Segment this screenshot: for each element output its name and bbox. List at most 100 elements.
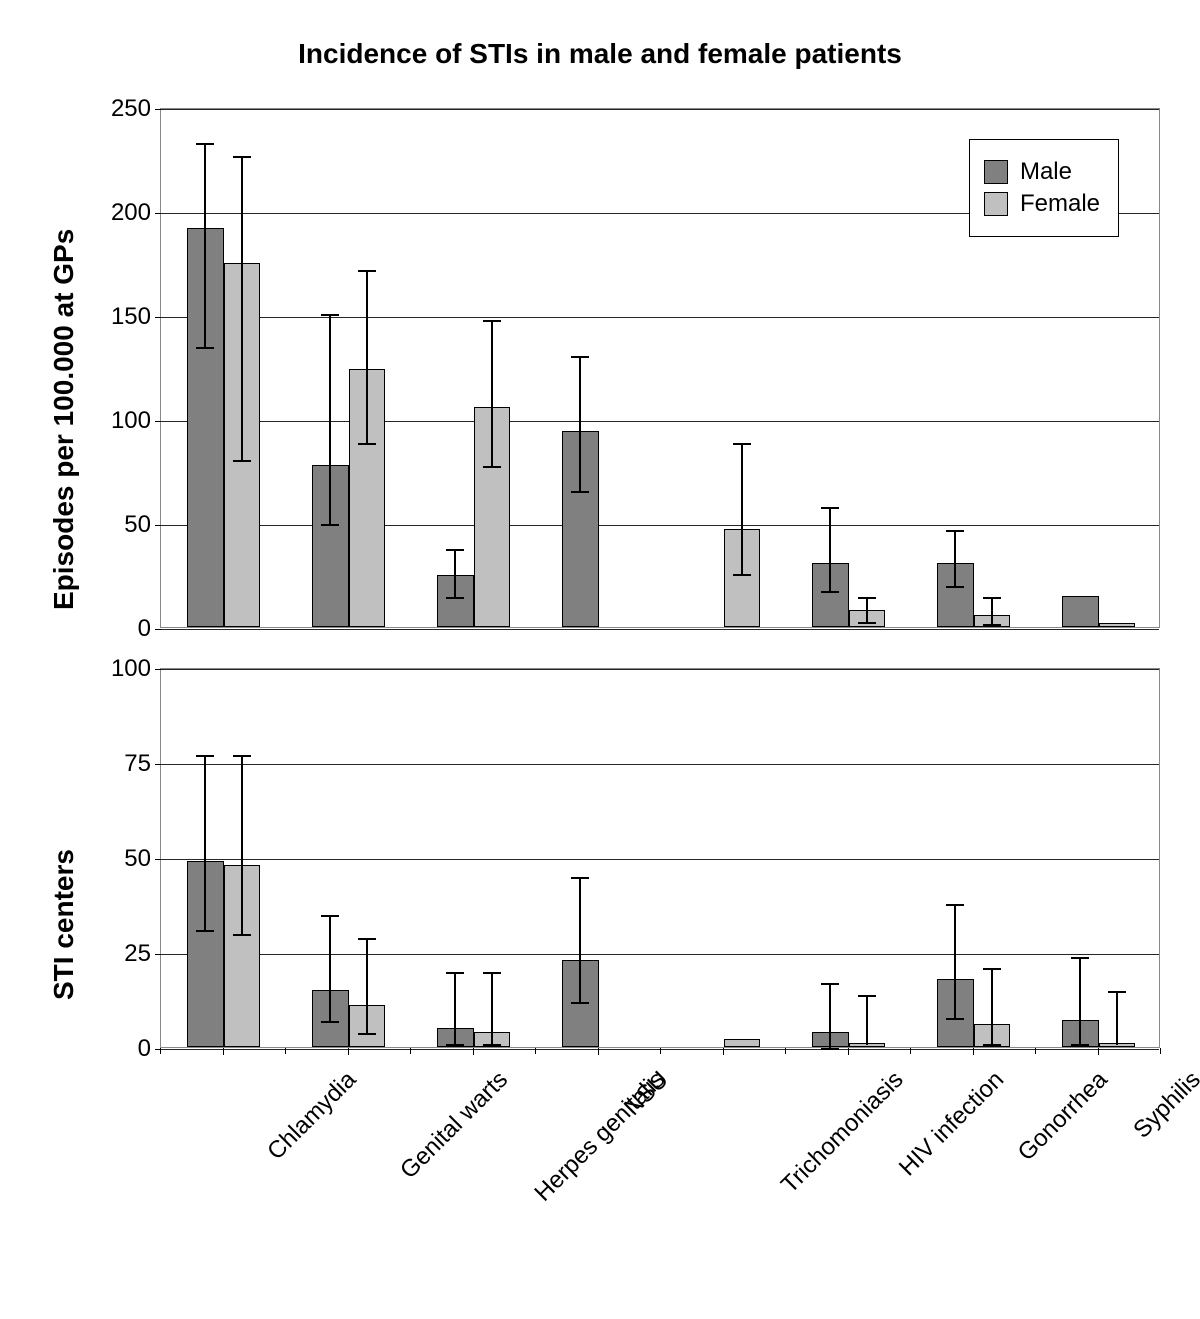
chart-title: Incidence of STIs in male and female pat… xyxy=(0,38,1200,70)
legend-swatch-female xyxy=(984,192,1008,216)
xtick-boundary-mark xyxy=(285,1048,286,1054)
error-cap xyxy=(196,347,214,349)
ylabel-gps: Episodes per 100.000 at GPs xyxy=(48,229,80,610)
legend-label-male: Male xyxy=(1020,158,1072,186)
legend-item-female: Female xyxy=(984,190,1100,218)
ytick-mark xyxy=(155,764,161,765)
error-bar xyxy=(829,508,831,591)
gridline xyxy=(161,859,1159,860)
error-cap xyxy=(446,972,464,974)
xtick-mark xyxy=(1098,1048,1099,1055)
ytick-label: 0 xyxy=(138,615,151,643)
plot-sti: 0255075100 xyxy=(160,668,1160,1048)
error-cap xyxy=(446,1044,464,1046)
error-bar xyxy=(366,939,368,1034)
error-cap xyxy=(571,1002,589,1004)
ytick-label: 50 xyxy=(124,511,151,539)
gridline xyxy=(161,109,1159,110)
xtick-label: Chlamydia xyxy=(262,1066,362,1166)
error-cap xyxy=(858,622,876,624)
error-cap xyxy=(733,574,751,576)
error-bar xyxy=(454,973,456,1045)
error-bar xyxy=(241,157,243,461)
plot-gps: 050100150200250 Male Female xyxy=(160,108,1160,628)
error-cap xyxy=(946,530,964,532)
ytick-mark xyxy=(155,109,161,110)
error-cap xyxy=(358,443,376,445)
error-cap xyxy=(821,983,839,985)
error-cap xyxy=(1071,957,1089,959)
ytick-label: 75 xyxy=(124,750,151,778)
error-cap xyxy=(321,1021,339,1023)
ylabel-sti: STI centers xyxy=(48,849,80,1000)
error-cap xyxy=(1071,1044,1089,1046)
legend-swatch-male xyxy=(984,160,1008,184)
error-cap xyxy=(196,755,214,757)
xtick-mark xyxy=(473,1048,474,1055)
error-cap xyxy=(483,320,501,322)
error-cap xyxy=(233,934,251,936)
error-cap xyxy=(946,904,964,906)
figure: Incidence of STIs in male and female pat… xyxy=(0,0,1200,1319)
legend-item-male: Male xyxy=(984,158,1100,186)
error-cap xyxy=(571,356,589,358)
error-bar xyxy=(1079,958,1081,1045)
error-bar xyxy=(829,984,831,1049)
error-bar xyxy=(204,756,206,931)
error-bar xyxy=(366,271,368,444)
error-cap xyxy=(821,507,839,509)
x-axis-labels: ChlamydiaGenital wartsHerpes genitalisNS… xyxy=(160,1048,1160,1318)
error-cap xyxy=(358,1033,376,1035)
error-cap xyxy=(983,968,1001,970)
error-cap xyxy=(733,443,751,445)
xtick-mark xyxy=(723,1048,724,1055)
ytick-label: 200 xyxy=(111,199,151,227)
ytick-mark xyxy=(155,669,161,670)
xtick-mark xyxy=(223,1048,224,1055)
gridline xyxy=(161,954,1159,955)
xtick-boundary-mark xyxy=(910,1048,911,1054)
error-bar xyxy=(954,531,956,587)
error-cap xyxy=(571,877,589,879)
error-cap xyxy=(233,755,251,757)
error-bar xyxy=(866,598,868,623)
xtick-mark xyxy=(598,1048,599,1055)
error-cap xyxy=(321,314,339,316)
error-bar xyxy=(579,878,581,1003)
xtick-mark xyxy=(848,1048,849,1055)
error-cap xyxy=(196,143,214,145)
xtick-mark xyxy=(348,1048,349,1055)
error-cap xyxy=(858,597,876,599)
error-cap xyxy=(196,930,214,932)
error-bar xyxy=(329,916,331,1022)
xtick-label: Syphilis xyxy=(1128,1066,1200,1144)
xtick-boundary-mark xyxy=(785,1048,786,1054)
error-bar xyxy=(491,321,493,467)
error-cap xyxy=(233,460,251,462)
error-bar xyxy=(241,756,243,935)
error-cap xyxy=(446,597,464,599)
ytick-mark xyxy=(155,859,161,860)
xtick-label: HIV infection xyxy=(893,1066,1009,1182)
error-cap xyxy=(946,1018,964,1020)
ytick-label: 250 xyxy=(111,95,151,123)
gridline xyxy=(161,317,1159,318)
error-cap xyxy=(946,586,964,588)
error-cap xyxy=(446,549,464,551)
ytick-label: 100 xyxy=(111,655,151,683)
error-cap xyxy=(483,1044,501,1046)
error-bar xyxy=(491,973,493,1045)
ytick-label: 100 xyxy=(111,407,151,435)
legend: Male Female xyxy=(969,139,1119,237)
error-cap xyxy=(1108,991,1126,993)
ytick-mark xyxy=(155,421,161,422)
ytick-label: 50 xyxy=(124,845,151,873)
error-cap xyxy=(358,270,376,272)
bar xyxy=(724,1039,760,1047)
error-cap xyxy=(321,915,339,917)
error-bar xyxy=(954,905,956,1019)
error-bar xyxy=(1116,992,1118,1045)
error-cap xyxy=(821,591,839,593)
error-cap xyxy=(233,156,251,158)
error-cap xyxy=(858,995,876,997)
